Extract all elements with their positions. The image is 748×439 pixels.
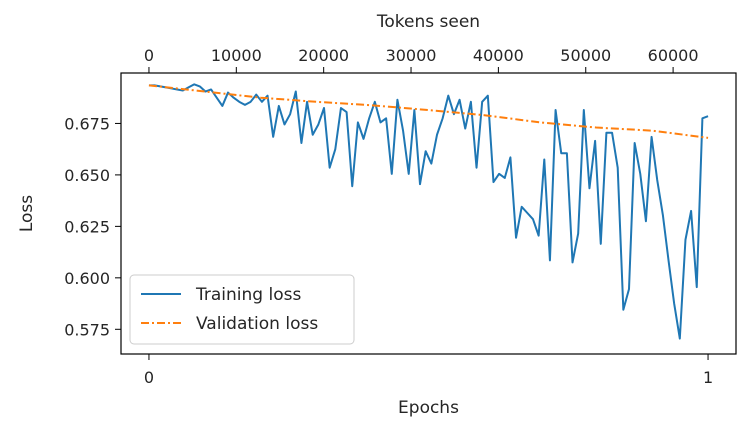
y-tick-label: 0.625 bbox=[64, 217, 110, 236]
legend-training-label: Training loss bbox=[195, 285, 301, 305]
y-tick-label: 0.675 bbox=[64, 114, 110, 133]
top-x-axis: 0 10000 20000 30000 40000 50000 60000 bbox=[144, 46, 699, 73]
top-x-tick-label: 10000 bbox=[211, 46, 262, 65]
top-x-axis-title: Tokens seen bbox=[376, 12, 480, 32]
training-loss-line bbox=[148, 83, 709, 340]
top-x-tick-label: 30000 bbox=[386, 46, 437, 65]
training-loss-series bbox=[148, 83, 709, 340]
plot-frame bbox=[120, 72, 737, 355]
x-tick-label: 0 bbox=[144, 368, 154, 387]
x-axis-title: Epochs bbox=[398, 398, 459, 418]
top-x-tick-label: 50000 bbox=[560, 46, 611, 65]
y-axis-title: Loss bbox=[17, 195, 37, 232]
validation-loss-series bbox=[148, 84, 709, 139]
legend-box bbox=[129, 274, 355, 345]
legend: Training loss Validation loss bbox=[129, 274, 355, 345]
y-tick-label: 0.575 bbox=[64, 320, 110, 339]
top-x-tick-label: 60000 bbox=[648, 46, 699, 65]
top-x-tick-label: 0 bbox=[144, 46, 154, 65]
legend-validation-label: Validation loss bbox=[196, 314, 318, 334]
y-tick-label: 0.600 bbox=[64, 269, 110, 288]
y-axis: 0.575 0.600 0.625 0.650 0.675 bbox=[64, 114, 121, 339]
x-tick-label: 1 bbox=[703, 368, 713, 387]
y-tick-label: 0.650 bbox=[64, 166, 110, 185]
top-x-tick-label: 40000 bbox=[473, 46, 524, 65]
top-x-tick-label: 20000 bbox=[298, 46, 349, 65]
validation-loss-line bbox=[148, 84, 709, 139]
